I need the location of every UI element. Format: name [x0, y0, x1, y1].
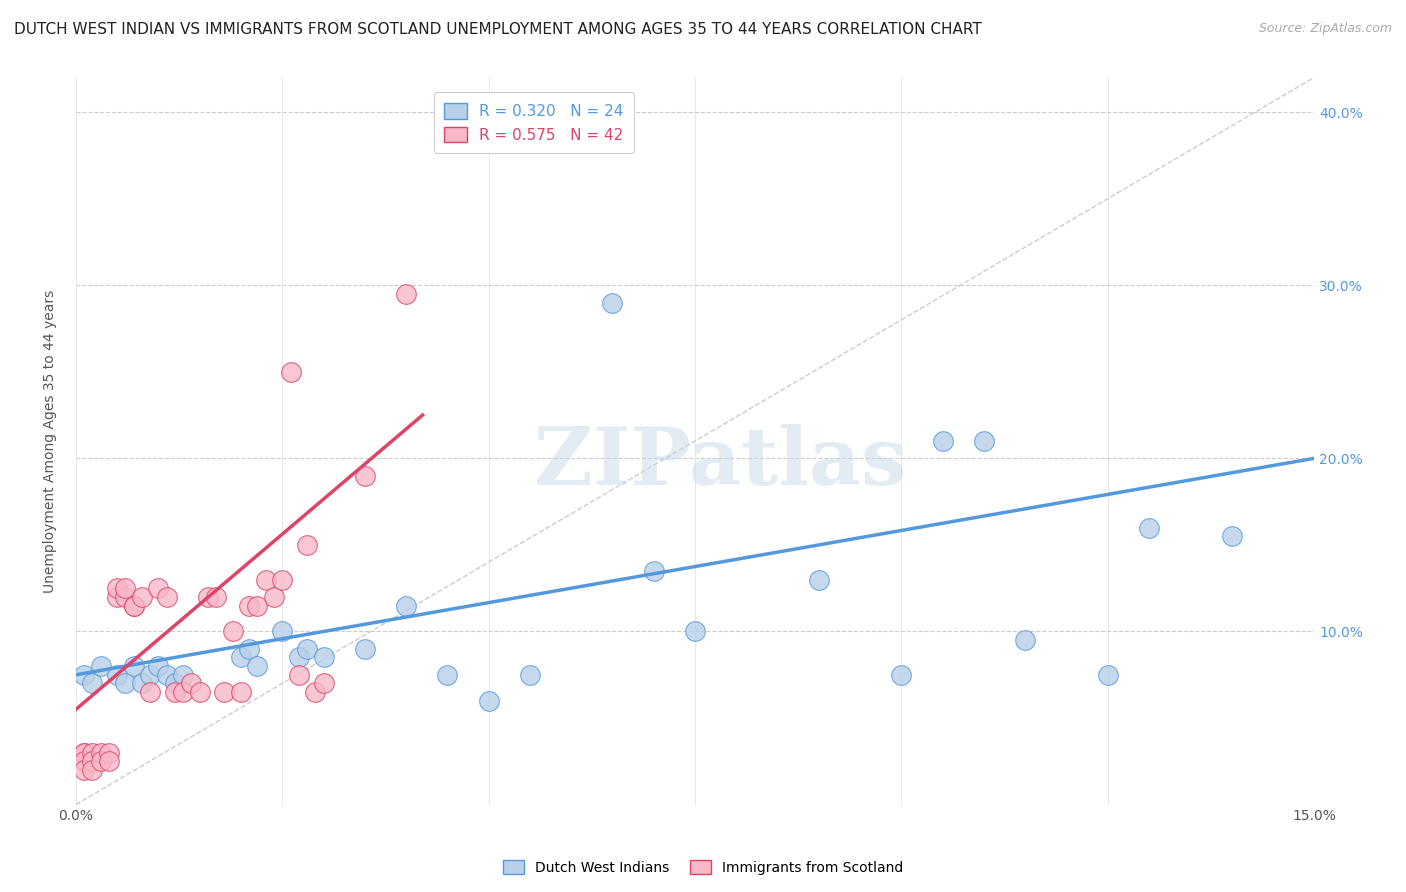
- Point: [271, 573, 294, 587]
- Point: [1014, 633, 1036, 648]
- Point: [222, 624, 245, 639]
- Point: [254, 573, 277, 587]
- Point: [312, 650, 335, 665]
- Point: [280, 365, 302, 379]
- Point: [114, 590, 136, 604]
- Point: [238, 641, 260, 656]
- Legend: R = 0.320   N = 24, R = 0.575   N = 42: R = 0.320 N = 24, R = 0.575 N = 42: [433, 93, 634, 153]
- Point: [73, 763, 96, 777]
- Point: [246, 659, 269, 673]
- Point: [246, 599, 269, 613]
- Point: [395, 286, 418, 301]
- Point: [229, 685, 252, 699]
- Point: [1220, 529, 1243, 543]
- Point: [82, 746, 104, 760]
- Point: [973, 434, 995, 448]
- Point: [73, 746, 96, 760]
- Point: [114, 581, 136, 595]
- Text: ZIPatlas: ZIPatlas: [534, 424, 905, 502]
- Point: [353, 641, 375, 656]
- Point: [148, 581, 170, 595]
- Point: [295, 641, 318, 656]
- Point: [229, 650, 252, 665]
- Point: [90, 659, 112, 673]
- Point: [890, 667, 912, 681]
- Point: [139, 667, 162, 681]
- Point: [304, 685, 326, 699]
- Point: [478, 694, 501, 708]
- Point: [156, 667, 179, 681]
- Point: [643, 564, 665, 578]
- Point: [395, 599, 418, 613]
- Point: [271, 624, 294, 639]
- Point: [122, 599, 145, 613]
- Point: [122, 659, 145, 673]
- Point: [197, 590, 219, 604]
- Point: [82, 763, 104, 777]
- Point: [172, 685, 194, 699]
- Point: [122, 599, 145, 613]
- Point: [238, 599, 260, 613]
- Point: [263, 590, 285, 604]
- Point: [287, 650, 309, 665]
- Point: [683, 624, 706, 639]
- Text: DUTCH WEST INDIAN VS IMMIGRANTS FROM SCOTLAND UNEMPLOYMENT AMONG AGES 35 TO 44 Y: DUTCH WEST INDIAN VS IMMIGRANTS FROM SCO…: [14, 22, 981, 37]
- Point: [139, 685, 162, 699]
- Point: [353, 468, 375, 483]
- Point: [131, 676, 153, 690]
- Point: [214, 685, 236, 699]
- Point: [163, 676, 186, 690]
- Point: [519, 667, 541, 681]
- Point: [172, 667, 194, 681]
- Point: [73, 746, 96, 760]
- Point: [205, 590, 228, 604]
- Point: [131, 590, 153, 604]
- Point: [931, 434, 953, 448]
- Point: [287, 667, 309, 681]
- Point: [73, 667, 96, 681]
- Point: [148, 659, 170, 673]
- Point: [156, 590, 179, 604]
- Point: [105, 581, 128, 595]
- Y-axis label: Unemployment Among Ages 35 to 44 years: Unemployment Among Ages 35 to 44 years: [44, 289, 58, 592]
- Point: [114, 676, 136, 690]
- Point: [73, 755, 96, 769]
- Point: [97, 746, 120, 760]
- Point: [105, 590, 128, 604]
- Text: Source: ZipAtlas.com: Source: ZipAtlas.com: [1258, 22, 1392, 36]
- Legend: Dutch West Indians, Immigrants from Scotland: Dutch West Indians, Immigrants from Scot…: [498, 855, 908, 880]
- Point: [105, 667, 128, 681]
- Point: [90, 746, 112, 760]
- Point: [312, 676, 335, 690]
- Point: [188, 685, 211, 699]
- Point: [1137, 520, 1160, 534]
- Point: [163, 685, 186, 699]
- Point: [90, 755, 112, 769]
- Point: [807, 573, 830, 587]
- Point: [1097, 667, 1119, 681]
- Point: [602, 295, 624, 310]
- Point: [180, 676, 202, 690]
- Point: [82, 755, 104, 769]
- Point: [97, 755, 120, 769]
- Point: [82, 676, 104, 690]
- Point: [436, 667, 458, 681]
- Point: [295, 538, 318, 552]
